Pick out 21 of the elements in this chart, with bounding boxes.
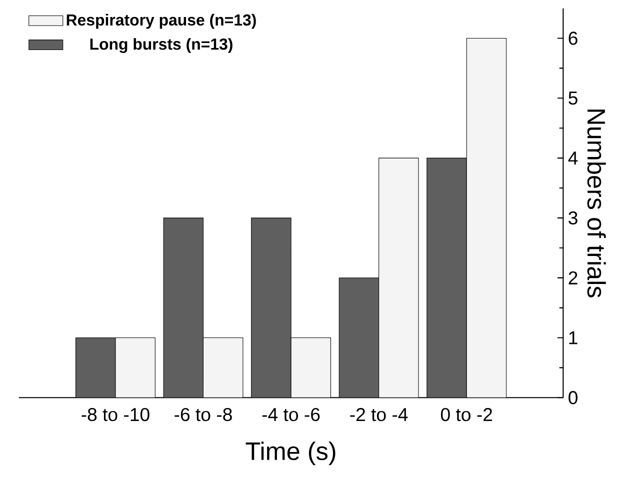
bar <box>426 158 467 398</box>
y-tick-label: 1 <box>569 331 578 344</box>
x-tick-label: 0 to -2 <box>440 408 492 422</box>
y-tick-label: 5 <box>568 92 578 105</box>
y-tick-label: 2 <box>568 271 578 284</box>
y-axis-title: Numbers of trials <box>587 110 606 298</box>
legend-label: Respiratory pause (n=13) <box>66 14 256 29</box>
bar <box>163 218 204 398</box>
bar <box>251 218 292 398</box>
x-tick-label: -2 to -4 <box>350 408 408 422</box>
bar <box>338 278 380 398</box>
bar <box>76 338 116 398</box>
x-tick-label: -6 to -8 <box>174 408 232 422</box>
x-tick-label: -4 to -6 <box>262 408 320 422</box>
y-tick-label: 3 <box>568 211 578 225</box>
x-axis-title: Time (s) <box>246 442 336 466</box>
y-tick-label: 6 <box>568 32 578 45</box>
y-tick-label: 0 <box>568 391 578 404</box>
y-tick-label: 4 <box>568 152 578 164</box>
legend-label: Long bursts (n=13) <box>90 38 232 54</box>
x-tick-label: -8 to -10 <box>82 408 150 422</box>
